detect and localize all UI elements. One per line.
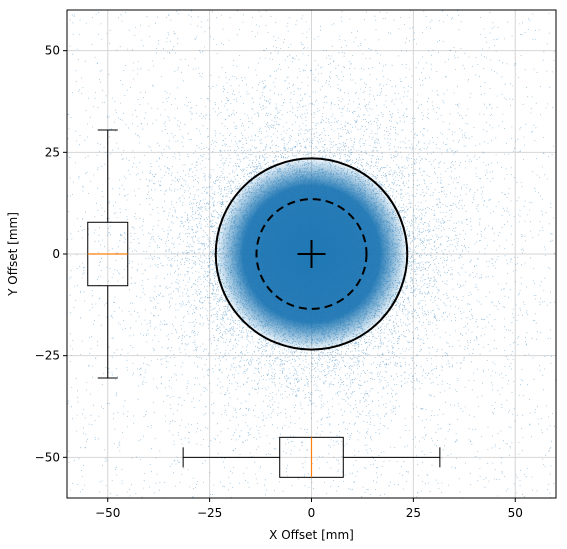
y-tick-label: −50 — [35, 450, 60, 464]
x-axis-label: X Offset [mm] — [269, 528, 354, 542]
x-tick-label: 25 — [406, 506, 421, 520]
y-tick-label: 25 — [45, 145, 60, 159]
ticks: −50 −25 0 25 50 −50 −25 0 25 50 — [35, 44, 523, 520]
y-tick-label: −25 — [35, 349, 60, 363]
y-tick-label: 0 — [52, 247, 60, 261]
overlays — [87, 129, 441, 478]
x-tick-label: 0 — [308, 506, 316, 520]
x-tick-label: −25 — [197, 506, 222, 520]
plot-area — [66, 9, 557, 499]
outer-solid-circle — [214, 157, 409, 351]
x-tick-label: −50 — [95, 506, 120, 520]
inner-dashed-circle — [255, 198, 368, 310]
x-tick-label: 50 — [508, 506, 523, 520]
y-axis-label: Y Offset [mm] — [6, 212, 20, 297]
y-tick-label: 50 — [45, 44, 60, 58]
